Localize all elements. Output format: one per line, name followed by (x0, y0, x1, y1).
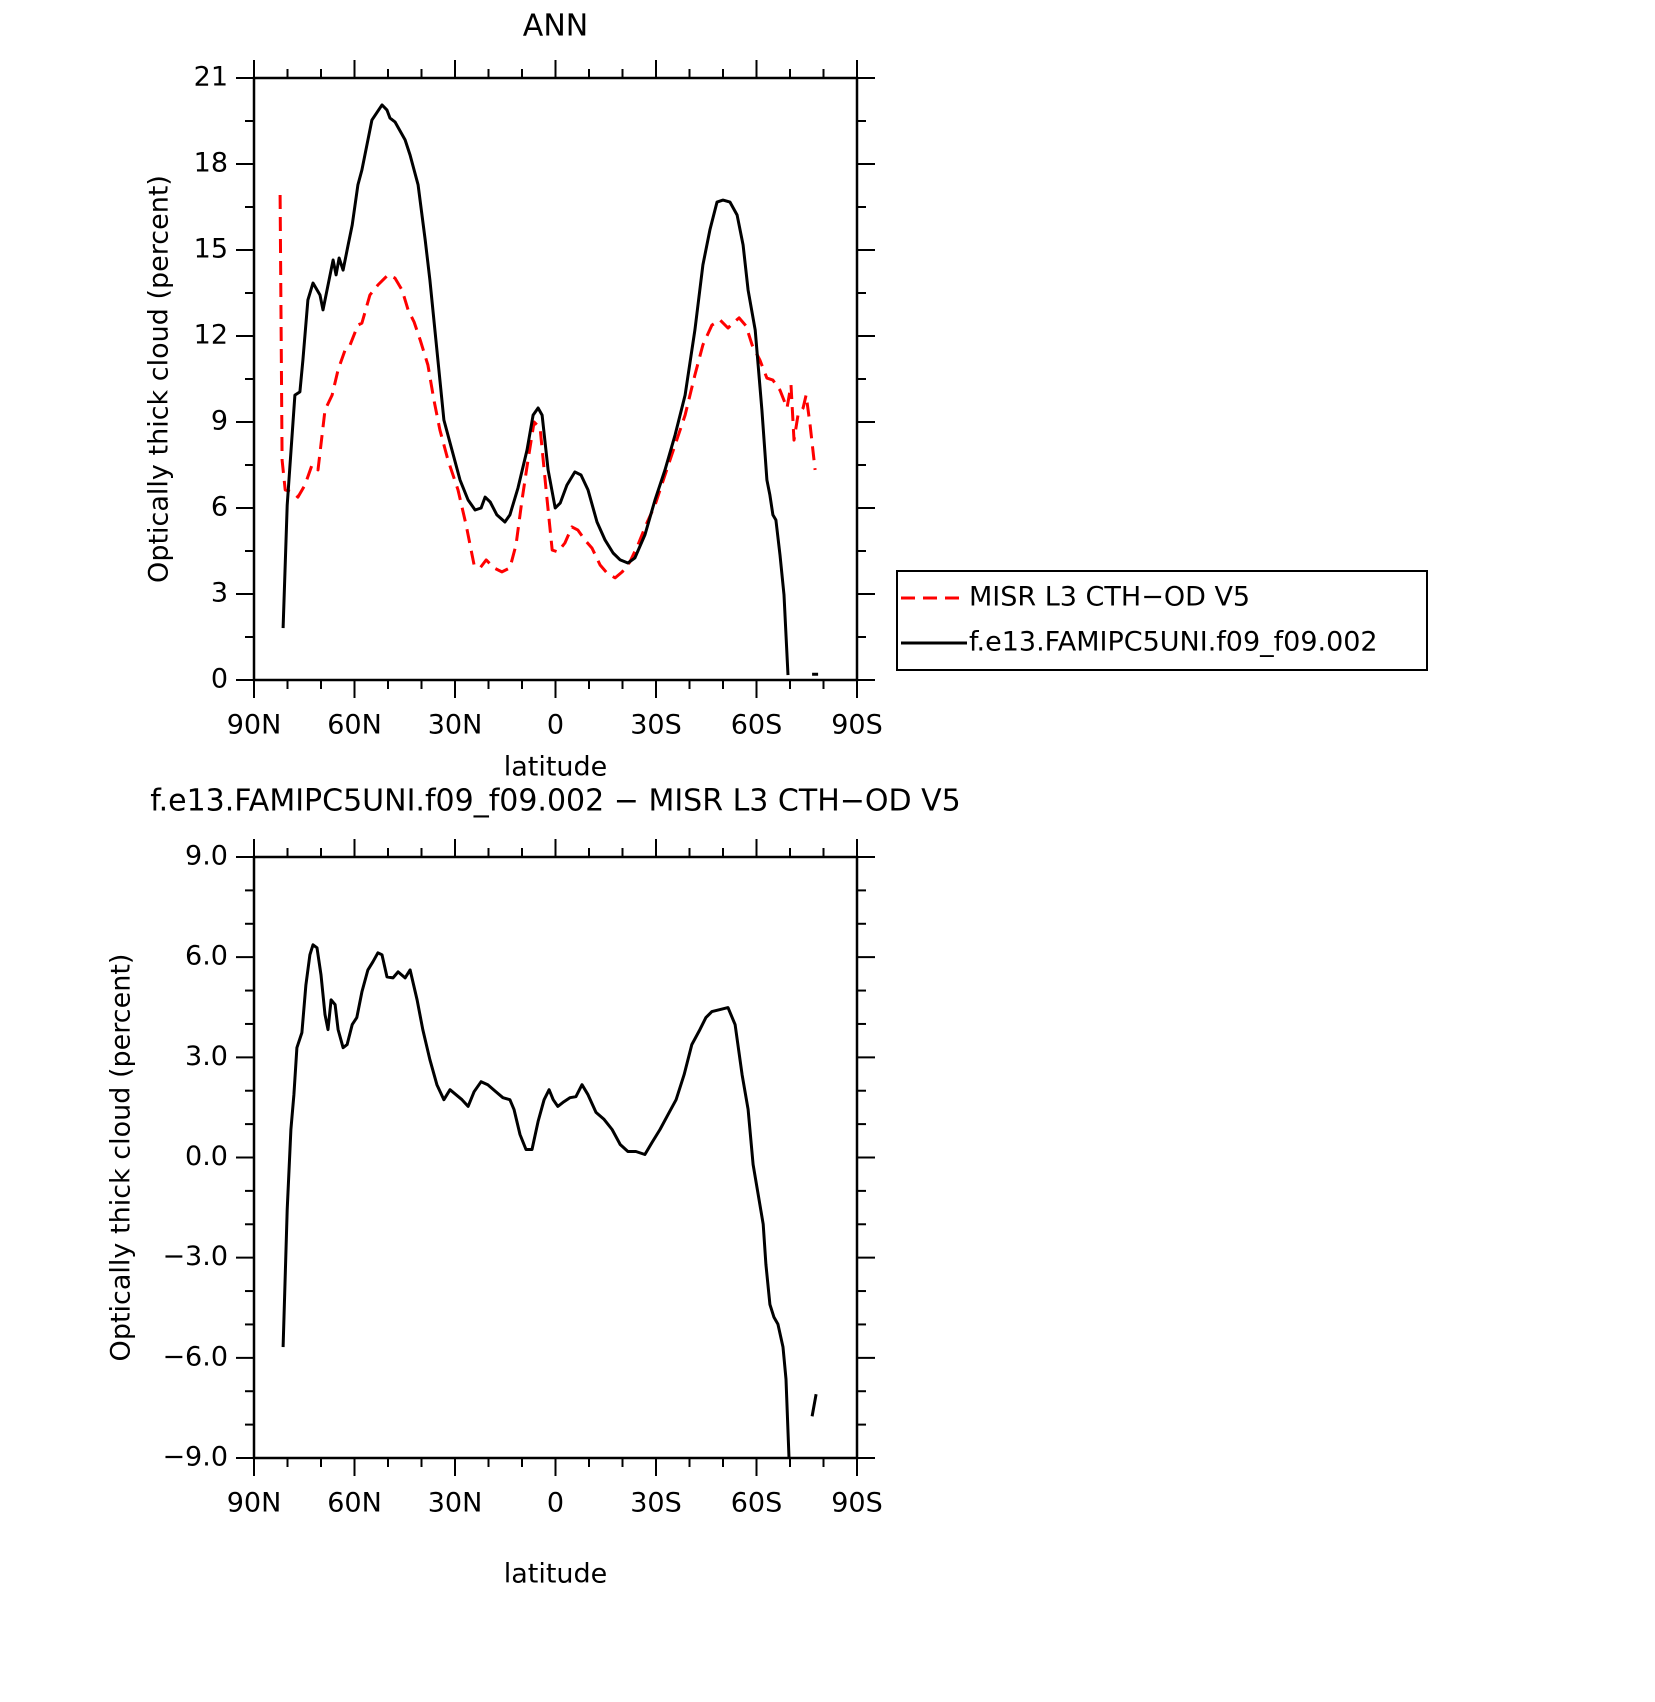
y-tick-label: 6 (211, 492, 228, 523)
legend-label: f.e13.FAMIPC5UNI.f09_f09.002 (969, 627, 1378, 658)
y-tick-label: 21 (194, 62, 228, 93)
x-tick-label: 30N (428, 710, 483, 741)
x-tick-label: 30S (630, 710, 682, 741)
y-tick-label: −3.0 (162, 1241, 228, 1272)
y-tick-label: 3 (211, 578, 228, 609)
data-line (281, 943, 818, 1458)
x-tick-label: 60N (327, 1488, 382, 1519)
y-tick-label: 12 (194, 320, 228, 351)
y-tick-label: 9 (211, 406, 228, 437)
plot-frame (252, 855, 859, 1460)
y-tick-label: 0.0 (185, 1141, 228, 1172)
y-axis-label: Optically thick cloud (percent) (144, 175, 175, 583)
y-tick-label: 15 (194, 234, 228, 265)
x-tick-label: 0 (547, 710, 564, 741)
x-tick-label: 0 (547, 1488, 564, 1519)
y-tick-label: −9.0 (162, 1442, 228, 1473)
legend-box (896, 570, 1428, 671)
x-tick-label: 30S (630, 1488, 682, 1519)
y-tick-label: 0 (211, 664, 228, 695)
chart-title: ANN (523, 9, 588, 44)
x-tick-label: 90S (831, 1488, 883, 1519)
data-line (281, 103, 819, 676)
chart-title: f.e13.FAMIPC5UNI.f09_f09.002 − MISR L3 C… (150, 784, 961, 819)
chart-panel: ANN 90N 60N 30N 0 30S 60S 90S 0 3 6 9 12 15 18 21 latitu… (144, 9, 1428, 783)
y-tick-label: 3.0 (185, 1041, 228, 1072)
x-tick-label: 60S (731, 1488, 783, 1519)
chart-panel: f.e13.FAMIPC5UNI.f09_f09.002 − MISR L3 C… (106, 784, 961, 1590)
x-axis-label: latitude (504, 1559, 608, 1590)
x-axis-label: latitude (504, 752, 608, 783)
x-tick-label: 90N (227, 710, 282, 741)
x-tick-label: 60N (327, 710, 382, 741)
legend-label: MISR L3 CTH−OD V5 (969, 582, 1250, 613)
x-tick-label: 90S (831, 710, 883, 741)
y-tick-label: 6.0 (185, 941, 228, 972)
y-axis-label: Optically thick cloud (percent) (106, 954, 137, 1362)
x-tick-label: 90N (227, 1488, 282, 1519)
data-line (278, 194, 817, 580)
y-tick-label: 9.0 (185, 841, 228, 872)
y-tick-label: 18 (194, 148, 228, 179)
x-tick-label: 30N (428, 1488, 483, 1519)
x-tick-label: 60S (731, 710, 783, 741)
y-tick-label: −6.0 (162, 1341, 228, 1372)
